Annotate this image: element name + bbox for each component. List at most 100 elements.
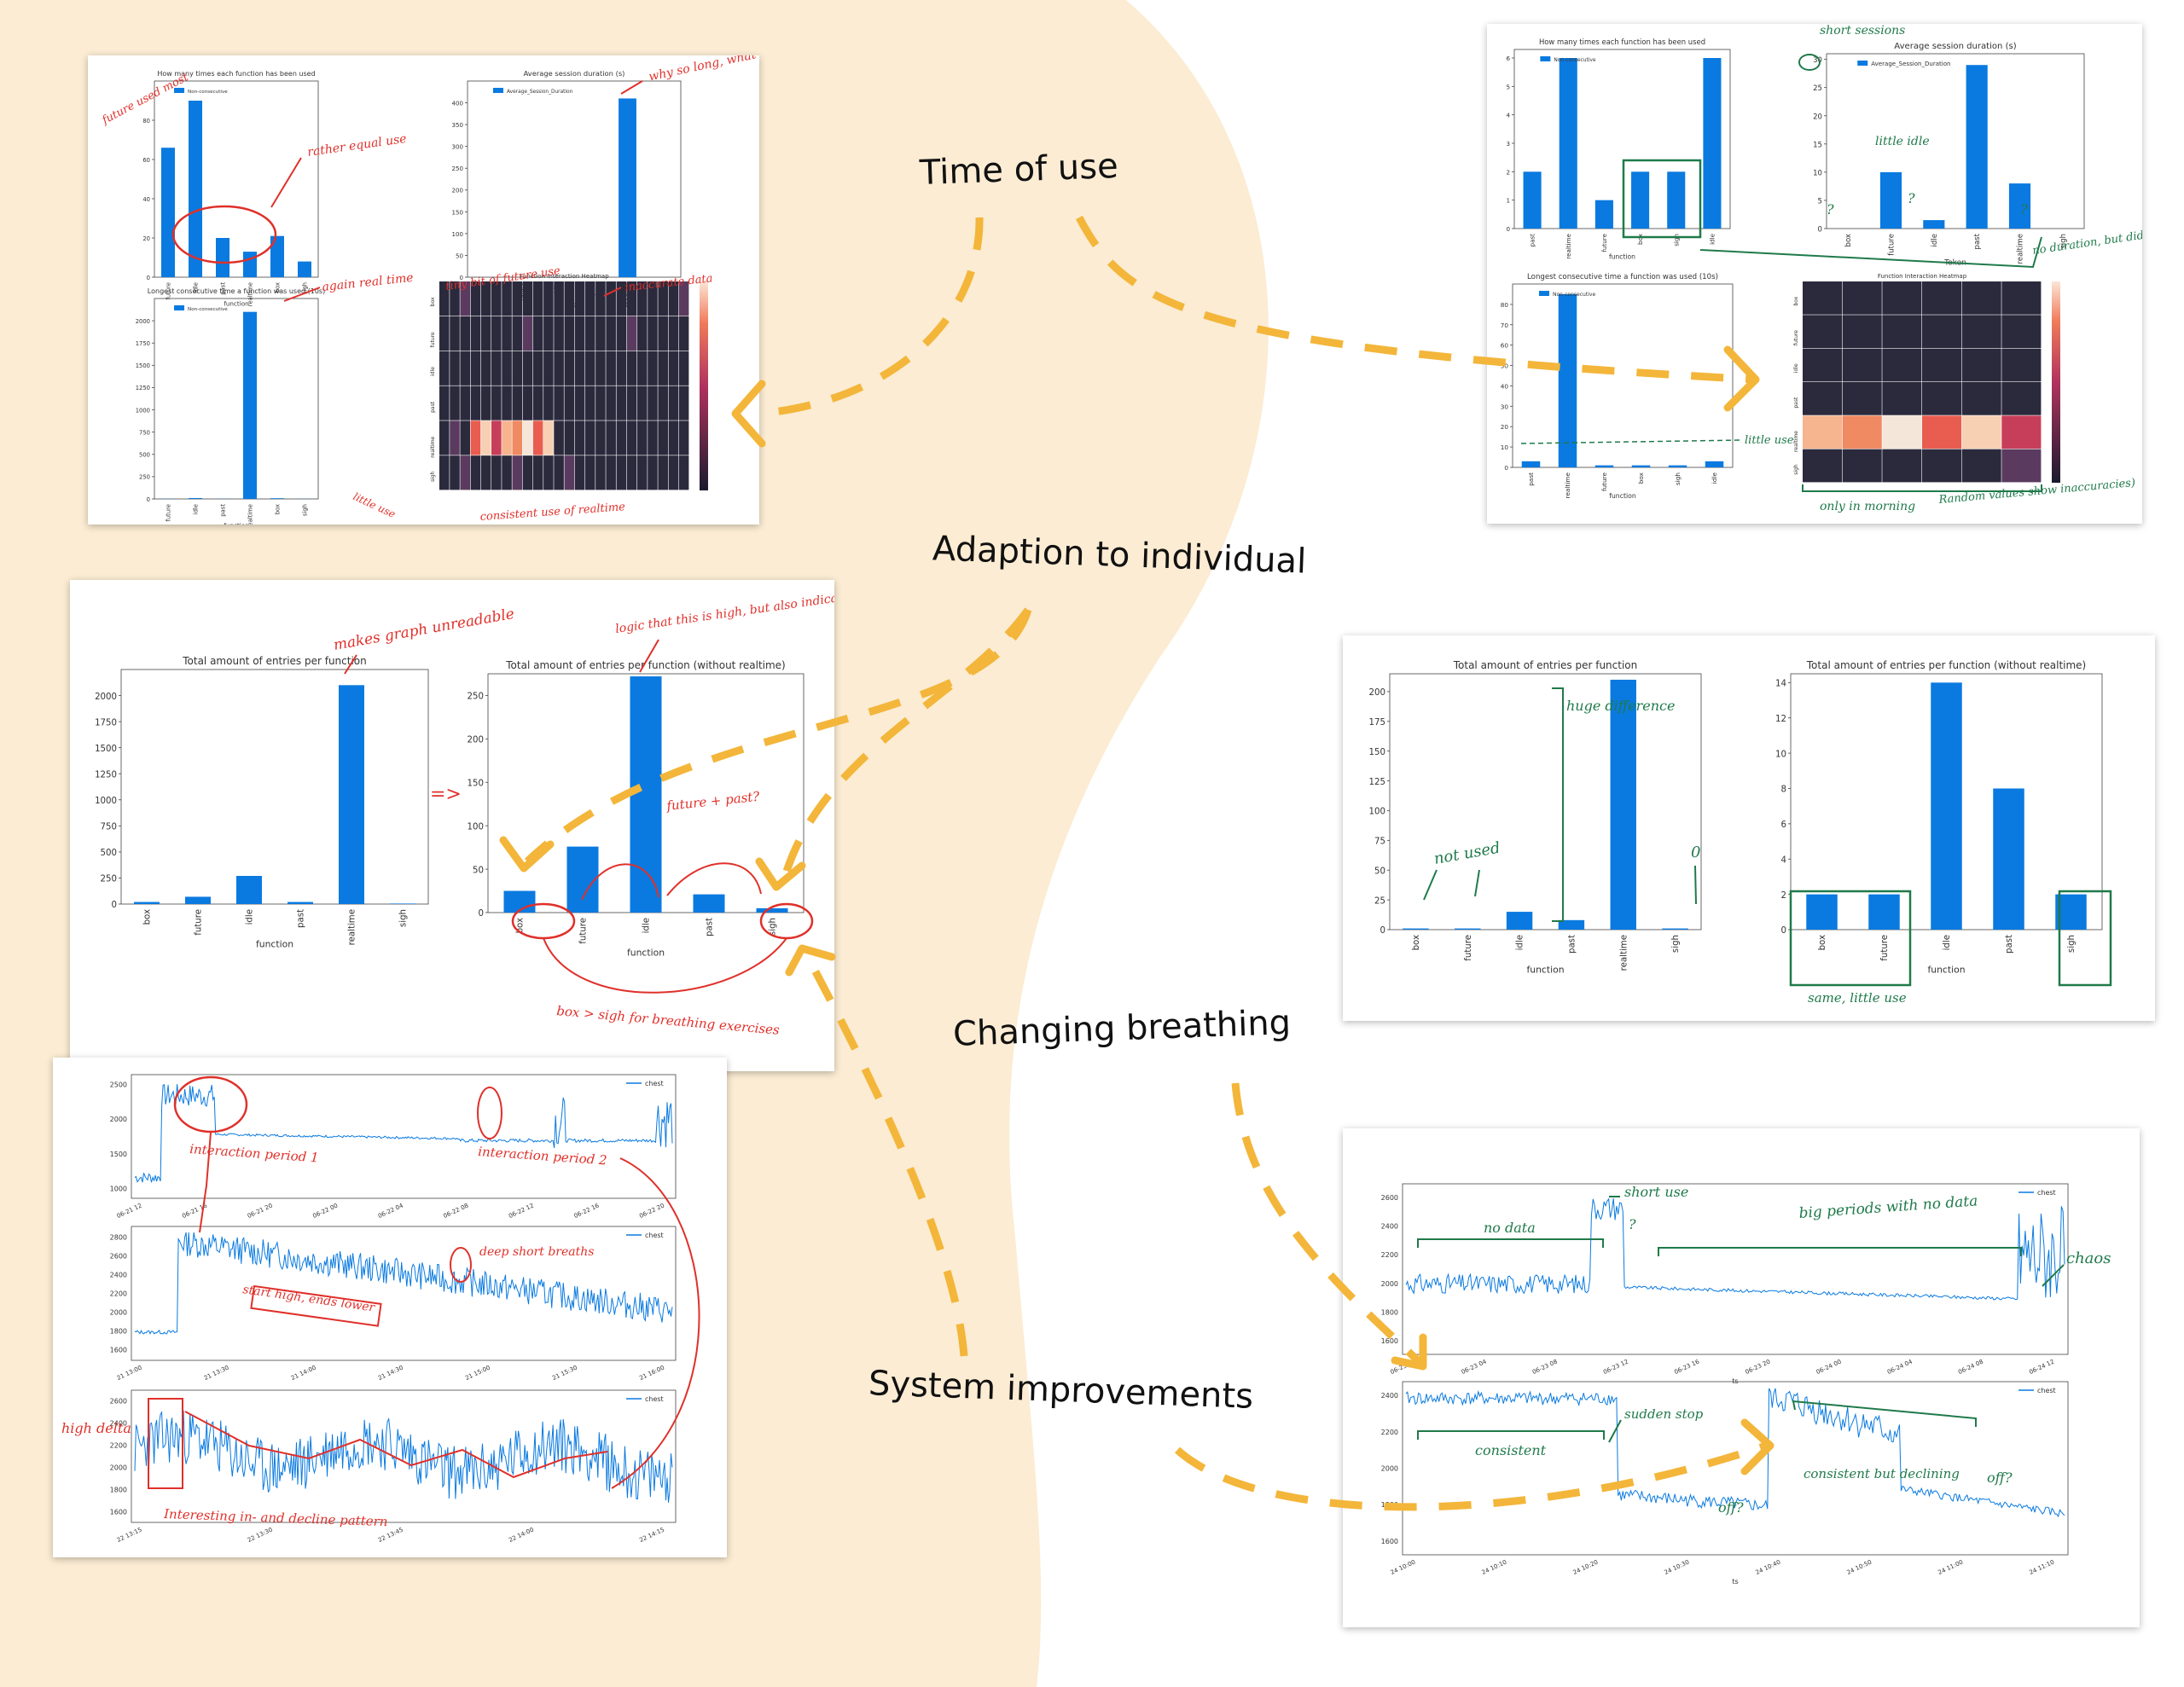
note-consistent-declining: consistent but declining [1804, 1466, 1960, 1481]
chart-total-entries-no-realtime: Total amount of entries per function (wi… [468, 659, 804, 958]
y-tick-label: 200 [1369, 688, 1385, 698]
bar-idle [1506, 912, 1533, 930]
heatmap-cell [450, 351, 460, 386]
y-tick-label: 1500 [95, 745, 117, 754]
y-tick-label: 125 [1369, 778, 1385, 787]
y-tick-label: 1800 [1381, 1308, 1398, 1316]
heatmap-cell [480, 316, 491, 351]
paper1-svg: How many times each function has been us… [100, 55, 759, 525]
note-box-sigh: box > sigh for breathing exercises [556, 1003, 781, 1038]
bar-past [216, 238, 229, 277]
plot-frame [1826, 53, 2085, 229]
heatmap-cell [658, 281, 668, 316]
bar-idle [1923, 220, 1945, 229]
x-tick-label: past [706, 918, 715, 936]
heatmap-cell [678, 420, 689, 455]
bar-realtime [243, 252, 257, 277]
note-unreadable: makes graph unreadable [332, 606, 515, 654]
y-tick-label: 0 [479, 909, 484, 919]
legend-label: chest [645, 1395, 664, 1403]
heatmap-cell [626, 420, 637, 455]
y-tick-label: 2000 [1381, 1465, 1398, 1473]
chart-total-entries-2: Total amount of entries per function 0 25 5… [1369, 659, 1702, 975]
note-q2: ? [1908, 190, 1915, 206]
legend-swatch [174, 305, 185, 310]
heatmap-cell [480, 420, 491, 455]
heatmap-cell [2001, 382, 2042, 415]
y-tick-label: 0 [1380, 926, 1385, 936]
y-tick-label: 5 [1818, 197, 1822, 206]
heatmap-title: Function Interaction Heatmap [1878, 273, 1967, 280]
y-tick-label: 1800 [110, 1327, 127, 1335]
heatmap-cell [636, 455, 648, 490]
series-chest [134, 1083, 673, 1183]
heatmap-cell [502, 281, 512, 316]
bar-sigh [390, 903, 415, 904]
y-tick-label: 1600 [110, 1509, 127, 1516]
paper4-svg: Total amount of entries per function 0 25 5… [1369, 659, 2112, 1006]
heatmap-cell [595, 455, 606, 490]
x-tick-label: future [579, 918, 589, 944]
note-little-use: little use [351, 490, 398, 520]
heatmap-cell [668, 316, 679, 351]
heatmap-cell [470, 420, 481, 455]
x-tick-label: future [1880, 935, 1890, 961]
x-tick-label: future [165, 282, 171, 300]
heatmap-cell [1922, 382, 1962, 415]
x-tick-label: 06-22 00 [311, 1203, 339, 1220]
heatmap-cell [584, 351, 595, 386]
bar-realtime [339, 685, 364, 904]
chart-title: Average session duration (s) [1894, 42, 2016, 51]
heatmap-row-label: past [430, 401, 436, 413]
heatmap-cell [543, 351, 554, 386]
x-axis-label: function [224, 300, 248, 308]
x-tick-label: realtime [247, 282, 253, 306]
note-consistent-realtime: consistent use of realtime [479, 501, 625, 524]
heatmap-cell [470, 281, 481, 316]
x-tick-label: box [516, 918, 526, 933]
chart-uses-per-function: How many times each function has been us… [142, 70, 319, 308]
x-tick-label: box [1844, 234, 1853, 246]
y-tick-label: 70 [1501, 322, 1509, 329]
x-tick-label: realtime [247, 504, 253, 525]
x-tick-label: 22 13:30 [247, 1527, 274, 1544]
heatmap-cell [470, 316, 481, 351]
note-qm: ? [1629, 1216, 1636, 1232]
x-tick-label: sigh [1671, 935, 1681, 953]
y-tick-label: 4 [1781, 855, 1786, 865]
y-tick-label: 2600 [110, 1397, 127, 1405]
legend-label: Average_Session_Duration [507, 90, 573, 95]
heatmap-cell [543, 455, 554, 490]
plot-frame [120, 669, 429, 905]
heatmap-cell [1882, 415, 1922, 449]
x-tick-label: box [1412, 935, 1421, 950]
legend-label: chest [645, 1232, 664, 1239]
bar-past [693, 894, 725, 913]
heatmap-cell [1842, 382, 1882, 415]
paper-time-of-use-user1: How many times each function has been us… [88, 55, 759, 525]
heatmap-row-label: future [430, 332, 436, 347]
heatmap-cell [439, 420, 450, 455]
legend-label: Non-consecutive [188, 307, 228, 312]
x-tick-label: box [1818, 935, 1827, 950]
y-tick-label: 500 [139, 452, 150, 459]
heatmap-cell [678, 351, 689, 386]
heatmap-cell [606, 420, 616, 455]
x-tick-label: sigh [1672, 234, 1680, 246]
heatmap-cell [491, 455, 502, 490]
y-tick-label: 2400 [1381, 1223, 1398, 1231]
heatmap-cell [574, 386, 585, 420]
heatmap-cell [595, 316, 606, 351]
plot-frame [131, 1074, 677, 1199]
x-axis-label: function [1526, 964, 1564, 975]
x-tick-label: 21 15:30 [551, 1365, 578, 1382]
y-tick-label: 100 [451, 230, 463, 238]
x-tick-label: idle [1711, 472, 1718, 484]
y-tick-label: 2200 [1381, 1429, 1398, 1436]
heatmap-cell [470, 455, 481, 490]
heatmap-cell [532, 281, 543, 316]
chart-title: Total amount of entries per function [182, 655, 367, 667]
bar-idle [236, 876, 262, 904]
bar-idle [189, 101, 202, 277]
heatmap-cell [648, 316, 658, 351]
